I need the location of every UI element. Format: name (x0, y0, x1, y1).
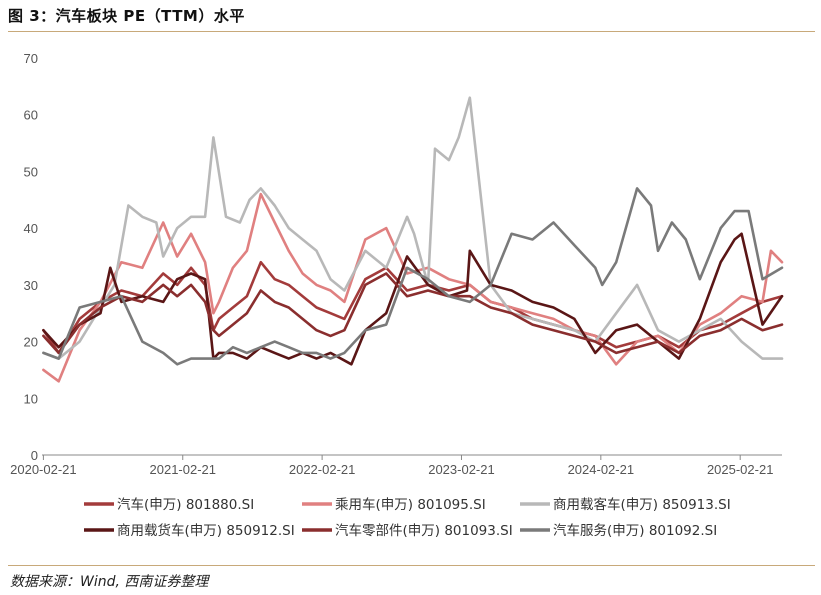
y-tick-label: 20 (24, 335, 38, 350)
legend-label: 汽车(申万) 801880.SI (117, 496, 254, 513)
series-line (42, 187, 784, 366)
y-tick-label: 50 (24, 164, 38, 179)
series-line (42, 232, 784, 366)
x-tick-label: 2025-02-21 (707, 462, 774, 477)
series-line (42, 260, 784, 355)
title-bar: 图 3：汽车板块 PE（TTM）水平 (8, 4, 813, 30)
y-tick-label: 30 (24, 278, 38, 293)
series-line (42, 192, 784, 383)
source-text: 数据来源：Wind, 西南证券整理 (10, 574, 209, 590)
legend-label: 商用载货车(申万) 850912.SI (117, 522, 295, 539)
series-lines (42, 96, 784, 383)
y-tick-label: 10 (24, 391, 38, 406)
x-tick-label: 2021-02-21 (150, 462, 217, 477)
x-axis: 2020-02-21 2021-02-21 2022-02-21 2023-02-21… (10, 454, 782, 477)
source-note: 数据来源：Wind, 西南证券整理 (10, 571, 208, 591)
legend-label: 商用载客车(申万) 850913.SI (553, 496, 731, 513)
series-line (42, 272, 784, 355)
x-tick-label: 2023-02-21 (428, 462, 495, 477)
pe-line-chart: 0 10 20 30 40 50 60 70 2020-02-21 2021-02-21 2022… (10, 51, 784, 539)
series-line (42, 96, 784, 360)
x-tick-label: 2020-02-21 (10, 462, 77, 477)
x-tick-label: 2024-02-21 (568, 462, 635, 477)
figure-title: 图 3：汽车板块 PE（TTM）水平 (8, 7, 245, 25)
y-tick-label: 0 (31, 448, 38, 463)
top-rule (8, 31, 815, 32)
legend-label: 乘用车(申万) 801095.SI (335, 496, 486, 513)
bottom-rule (8, 565, 815, 566)
y-axis: 0 10 20 30 40 50 60 70 (24, 51, 38, 463)
y-tick-label: 70 (24, 51, 38, 66)
y-tick-label: 60 (24, 108, 38, 123)
y-tick-label: 40 (24, 221, 38, 236)
legend: 汽车(申万) 801880.SI 乘用车(申万) 801095.SI 商用载客车(申… (84, 496, 731, 539)
x-tick-label: 2022-02-21 (289, 462, 356, 477)
legend-label: 汽车零部件(申万) 801093.SI (335, 522, 513, 539)
legend-label: 汽车服务(申万) 801092.SI (553, 522, 717, 539)
